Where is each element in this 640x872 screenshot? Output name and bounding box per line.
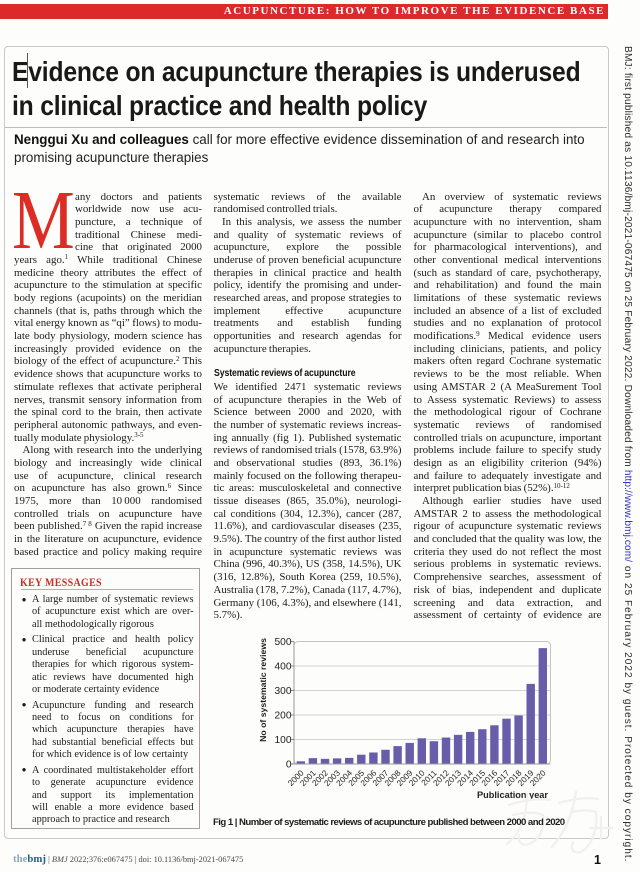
- svg-text:Publication year: Publication year: [477, 790, 548, 800]
- svg-text:500: 500: [275, 637, 292, 648]
- svg-text:0: 0: [286, 760, 292, 771]
- svg-text:100: 100: [275, 735, 292, 746]
- svg-text:200: 200: [275, 711, 292, 722]
- svg-text:No of systematic reviews: No of systematic reviews: [258, 638, 268, 742]
- svg-text:400: 400: [275, 662, 292, 673]
- svg-text:300: 300: [275, 686, 292, 697]
